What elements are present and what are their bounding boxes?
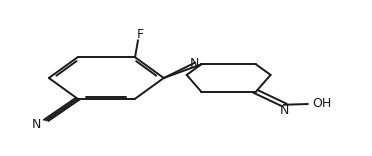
Text: N: N [32, 118, 42, 131]
Text: N: N [190, 57, 199, 70]
Text: OH: OH [312, 97, 331, 110]
Text: N: N [280, 104, 289, 117]
Text: F: F [136, 28, 144, 41]
